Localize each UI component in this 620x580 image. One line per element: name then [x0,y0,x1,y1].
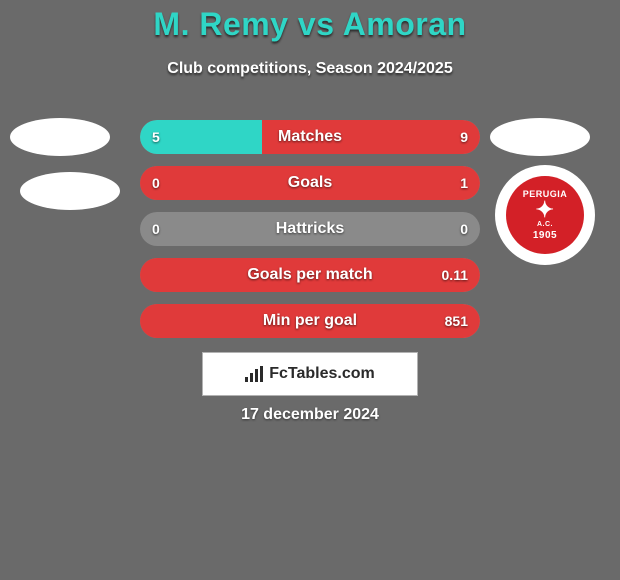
right-player-badge [490,118,590,156]
stat-row: 0.11Goals per match [140,258,480,292]
page-title: M. Remy vs Amoran [0,6,620,43]
stat-row: 00Hattricks [140,212,480,246]
brand-box: FcTables.com [202,352,418,396]
stat-bars: 59Matches 01Goals 00Hattricks 0.11Goals per… [140,120,480,350]
footer-date: 17 december 2024 [0,406,620,424]
club-name-bottom: A.C. [537,221,553,228]
stat-label: Matches [140,120,480,154]
stat-row: 01Goals [140,166,480,200]
left-club-badge [20,172,120,210]
chart-icon [245,366,263,382]
right-club-badge-inner: PERUGIA ✦ A.C. 1905 [506,176,584,254]
club-year: 1905 [533,230,557,241]
brand-label: FcTables.com [269,365,375,383]
club-griffin-icon: ✦ [536,199,555,221]
stat-label: Hattricks [140,212,480,246]
right-club-badge: PERUGIA ✦ A.C. 1905 [495,165,595,265]
page-subtitle: Club competitions, Season 2024/2025 [0,60,620,78]
stat-label: Goals per match [140,258,480,292]
comparison-infographic: M. Remy vs Amoran Club competitions, Sea… [0,0,620,580]
stat-label: Min per goal [140,304,480,338]
left-player-badge [10,118,110,156]
stat-row: 59Matches [140,120,480,154]
stat-label: Goals [140,166,480,200]
stat-row: 851Min per goal [140,304,480,338]
